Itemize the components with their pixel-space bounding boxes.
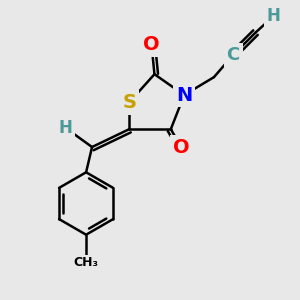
Text: O: O bbox=[143, 35, 160, 54]
Text: CH₃: CH₃ bbox=[74, 256, 99, 269]
Text: S: S bbox=[122, 93, 136, 112]
Text: N: N bbox=[176, 85, 192, 104]
Text: H: H bbox=[58, 119, 72, 137]
Text: C: C bbox=[226, 46, 240, 64]
Text: H: H bbox=[266, 7, 280, 25]
Text: O: O bbox=[173, 137, 190, 157]
